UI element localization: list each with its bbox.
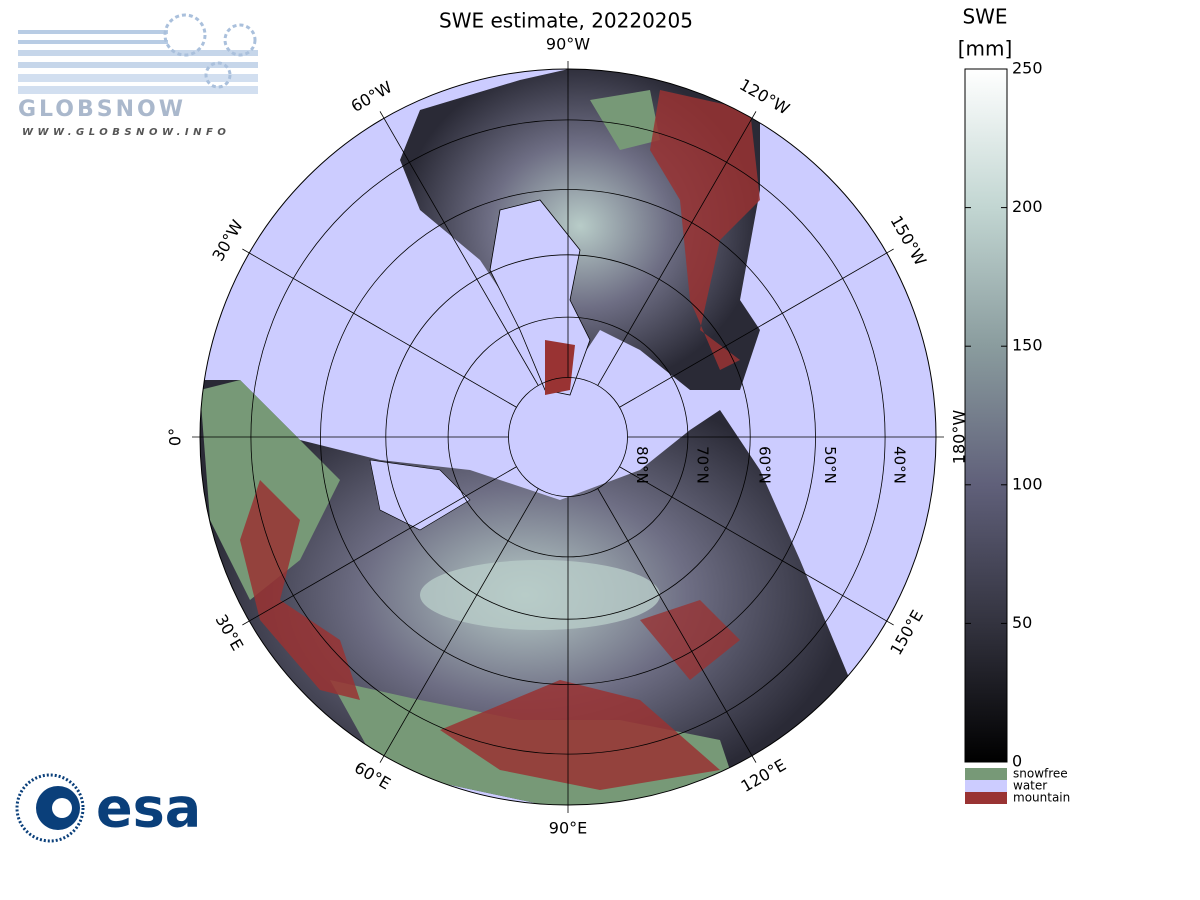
mountain-area: [440, 680, 720, 790]
parallel-label: 40°N: [891, 446, 909, 484]
meridian-label: 150°E: [886, 607, 927, 659]
meridian-label: 90°W: [546, 35, 590, 54]
globsnow-url: WWW.GLOBSNOW.INFO: [22, 127, 230, 138]
colorbar-tick-label: 250: [1012, 59, 1043, 78]
meridian-label: 30°W: [208, 216, 247, 264]
meridian-label: 120°E: [738, 755, 790, 796]
legend-label: snowfree: [1013, 767, 1068, 781]
meridian-label: 150°W: [887, 212, 931, 269]
colorbar-tick-label: 50: [1012, 613, 1032, 632]
mountain-area: [650, 90, 760, 370]
mountain-area: [640, 600, 740, 680]
map: 80°N 70°N 60°N 50°N 40°N 90°W 60°W 30°W 0° 30°E 60…: [166, 35, 969, 838]
meridian-label: 90°E: [549, 819, 587, 838]
lake: [369, 459, 471, 531]
map-border: [199, 68, 937, 806]
mountain-area: [545, 340, 575, 395]
legend-swatch: [965, 768, 1007, 780]
colorbar: [964, 68, 1008, 763]
parallel-label: 60°N: [756, 446, 774, 484]
meridian: [379, 488, 539, 763]
colorbar-title: SWE: [962, 5, 1007, 29]
meridian-label: 180°W: [950, 410, 969, 465]
meridian: [619, 248, 894, 408]
parallel-label: 80°N: [633, 446, 651, 484]
esa-logo: esa: [15, 773, 201, 843]
parallel-label: 50°N: [821, 446, 839, 484]
snowfree-area: [590, 90, 660, 150]
colorbar-tick-label: 0: [1012, 752, 1022, 771]
legend-swatch: [965, 780, 1007, 792]
legend-swatch: [965, 792, 1007, 804]
meridian: [379, 111, 539, 386]
legend-label: water: [1013, 779, 1047, 793]
meridian-label: 30°E: [212, 611, 248, 654]
mountain-area: [240, 480, 360, 700]
legend-label: mountain: [1013, 791, 1070, 805]
meridian: [597, 111, 757, 386]
globsnow-logo: GLOBSNOW WWW.GLOBSNOW.INFO: [18, 13, 258, 138]
meridian: [619, 466, 894, 626]
colorbar-tick-label: 150: [1012, 336, 1043, 355]
meridian: [597, 488, 757, 763]
colorbar-unit: [mm]: [958, 37, 1013, 61]
colorbar-tick-label: 200: [1012, 197, 1043, 216]
meridian: [242, 248, 517, 408]
colorbar-tick-label: 100: [1012, 474, 1043, 493]
globsnow-name: GLOBSNOW: [18, 97, 186, 122]
map-title: SWE estimate, 20220205: [439, 9, 693, 33]
meridian-label: 60°W: [348, 77, 396, 116]
deep-snow: [420, 560, 660, 630]
esa-name: esa: [96, 777, 201, 840]
meridian: [242, 466, 517, 626]
meridian-label: 60°E: [351, 758, 394, 794]
meridian-label: 120°W: [736, 75, 793, 119]
meridian-label: 0°: [166, 428, 185, 446]
parallel-label: 70°N: [693, 446, 711, 484]
